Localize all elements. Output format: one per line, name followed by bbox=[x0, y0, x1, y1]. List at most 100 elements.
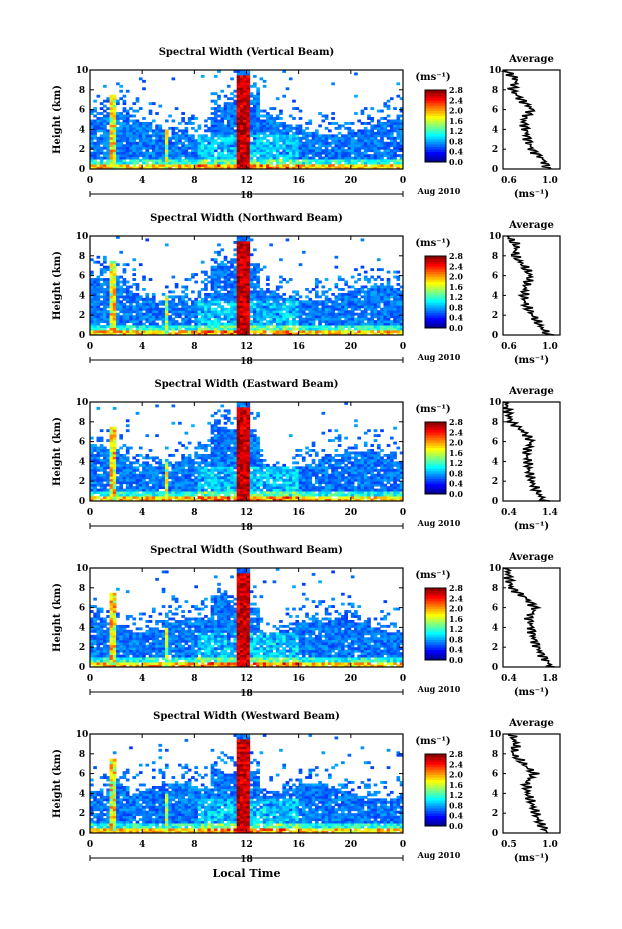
average-profile-line bbox=[500, 69, 552, 170]
heatmap-cell bbox=[341, 136, 345, 140]
heatmap-cell bbox=[279, 154, 283, 158]
heatmap-cell bbox=[301, 330, 306, 333]
heatmap-cell bbox=[233, 70, 238, 73]
heatmap-cell bbox=[370, 268, 375, 272]
heatmap-cell bbox=[135, 297, 140, 301]
heatmap-cell bbox=[233, 285, 238, 289]
heatmap-cell bbox=[266, 134, 270, 138]
heatmap-cell bbox=[363, 295, 368, 299]
heatmap-cell bbox=[249, 119, 254, 123]
heatmap-cell bbox=[155, 317, 159, 321]
heatmap-cell bbox=[135, 126, 140, 130]
heatmap-cell bbox=[109, 458, 114, 462]
colorbar-unit: (ms⁻¹) bbox=[415, 238, 450, 249]
heatmap-cell bbox=[122, 149, 127, 153]
heatmap-cell bbox=[220, 119, 225, 123]
heatmap-cell bbox=[256, 134, 260, 138]
heatmap-cell bbox=[305, 139, 309, 143]
heatmap-cell bbox=[158, 126, 163, 130]
heatmap-cell bbox=[233, 119, 238, 123]
heatmap-cell bbox=[106, 144, 110, 148]
heatmap-cell bbox=[230, 151, 234, 155]
heatmap-cell bbox=[253, 285, 257, 289]
heatmap-cell bbox=[148, 146, 153, 150]
heatmap-cell bbox=[213, 300, 218, 304]
heatmap-cell bbox=[158, 483, 163, 487]
colorbar-frame bbox=[424, 89, 447, 163]
heatmap-cell bbox=[334, 305, 339, 309]
heatmap-cell bbox=[122, 131, 127, 135]
heatmap-cell bbox=[90, 141, 94, 145]
heatmap-cell bbox=[142, 124, 146, 128]
heatmap-cell bbox=[393, 322, 397, 326]
heatmap-cell bbox=[301, 322, 306, 326]
heatmap-cell bbox=[337, 131, 342, 135]
heatmap-cell bbox=[135, 302, 140, 306]
heatmap-cell bbox=[354, 156, 358, 160]
heatmap-cell bbox=[311, 134, 316, 138]
heatmap-cell bbox=[285, 136, 290, 140]
heatmap-cell bbox=[344, 302, 348, 306]
heatmap-cell bbox=[125, 419, 130, 423]
heatmap-cell bbox=[239, 159, 244, 162]
colorbar-swatch bbox=[425, 320, 446, 324]
heatmap-cell bbox=[249, 322, 254, 326]
heatmap-cell bbox=[341, 297, 345, 301]
heatmap-cell bbox=[380, 164, 384, 167]
heatmap-cell bbox=[217, 97, 221, 101]
heatmap-cell bbox=[275, 327, 280, 331]
heatmap-cell bbox=[396, 114, 401, 118]
heatmap-cell bbox=[360, 312, 365, 316]
heatmap-cell bbox=[386, 144, 391, 148]
heatmap-cell bbox=[256, 92, 260, 96]
heatmap-cell bbox=[125, 332, 130, 336]
heatmap-cell bbox=[354, 134, 358, 138]
heatmap-cell bbox=[109, 278, 114, 281]
colorbar-unit: (ms⁻¹) bbox=[415, 72, 450, 83]
heatmap-cell bbox=[243, 154, 247, 158]
heatmap-cell bbox=[233, 139, 238, 143]
heatmap-cell bbox=[213, 297, 218, 301]
heatmap-cell bbox=[269, 317, 273, 321]
heatmap-cell bbox=[314, 295, 319, 299]
heatmap-cell bbox=[344, 280, 348, 284]
heatmap-cell bbox=[344, 295, 348, 299]
heatmap-cell bbox=[171, 154, 176, 158]
heatmap-cell bbox=[93, 471, 97, 475]
heatmap-cell bbox=[363, 310, 368, 314]
heatmap-cell bbox=[341, 144, 345, 148]
heatmap-cell bbox=[109, 483, 114, 487]
heatmap-cell bbox=[324, 330, 329, 333]
heatmap-cell bbox=[103, 491, 107, 494]
heatmap-cell bbox=[376, 310, 381, 314]
heatmap-cell bbox=[266, 119, 270, 123]
heatmap-cell bbox=[138, 124, 143, 128]
colorbar-swatch bbox=[425, 151, 446, 155]
heatmap-cell bbox=[93, 297, 97, 301]
heatmap-cell bbox=[262, 317, 267, 321]
colorbar-swatch bbox=[425, 113, 446, 117]
heatmap-cell bbox=[125, 310, 130, 314]
heatmap-cell bbox=[116, 149, 120, 153]
heatmap-cell bbox=[243, 146, 247, 150]
colorbar-swatch bbox=[425, 304, 446, 308]
heatmap-cell bbox=[220, 496, 225, 499]
heatmap-cell bbox=[99, 461, 104, 465]
heatmap-cell bbox=[318, 312, 322, 316]
heatmap-cell bbox=[164, 312, 169, 316]
heatmap-cell bbox=[116, 131, 120, 135]
heatmap-cell bbox=[269, 302, 273, 306]
heatmap-cell bbox=[109, 129, 114, 133]
heatmap-cell bbox=[96, 317, 101, 321]
heatmap-cell bbox=[363, 322, 368, 326]
heatmap-cell bbox=[132, 476, 137, 480]
heatmap-cell bbox=[132, 317, 137, 321]
heatmap-cell bbox=[129, 297, 133, 301]
heatmap-cell bbox=[259, 121, 264, 125]
heatmap-cell bbox=[220, 307, 225, 311]
heatmap-cell bbox=[191, 468, 195, 472]
heatmap-cell bbox=[119, 491, 123, 494]
heatmap-cell bbox=[151, 310, 156, 314]
heatmap-cell bbox=[129, 141, 133, 145]
heatmap-cell bbox=[262, 156, 267, 160]
